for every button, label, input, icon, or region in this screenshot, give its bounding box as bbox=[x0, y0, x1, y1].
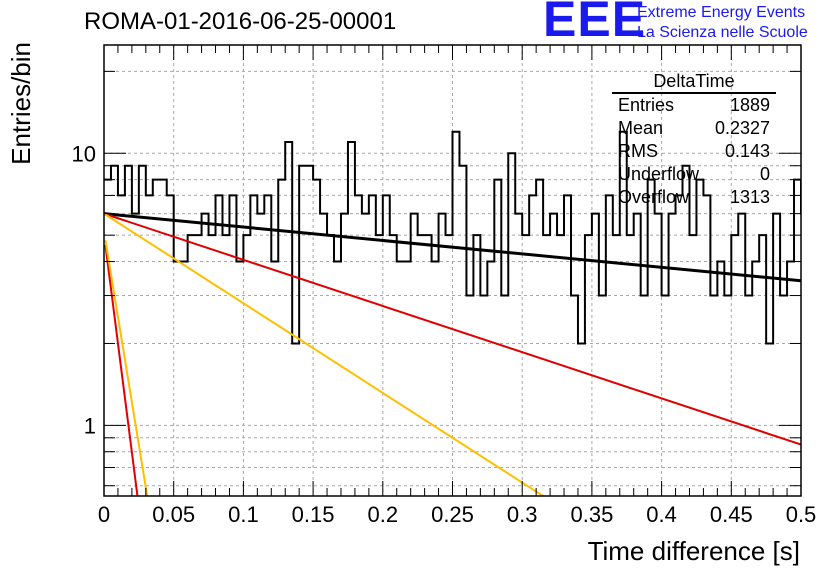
fit-line-2 bbox=[104, 212, 801, 446]
stats-key: Entries bbox=[618, 95, 675, 115]
logo-tagline-2: La Scienza nelle Scuole bbox=[637, 24, 808, 41]
stats-value: 0 bbox=[759, 164, 770, 184]
x-tick-label: 0.45 bbox=[710, 502, 753, 527]
stats-value: 1889 bbox=[729, 95, 770, 115]
stats-key: Overflow bbox=[618, 187, 690, 207]
stats-title: DeltaTime bbox=[612, 70, 776, 94]
fit-line-4 bbox=[104, 244, 139, 496]
x-tick-label: 0.2 bbox=[368, 502, 399, 527]
stats-value: 0.143 bbox=[724, 141, 770, 161]
y-tick-label: 10 bbox=[72, 141, 96, 166]
fit-line-3 bbox=[104, 212, 544, 496]
stats-value: 1313 bbox=[729, 187, 770, 207]
x-tick-label: 0.4 bbox=[646, 502, 677, 527]
stats-row-underflow: Underflow 0 bbox=[612, 163, 776, 186]
stats-value: 0.2327 bbox=[714, 118, 770, 138]
stats-row-entries: Entries 1889 bbox=[612, 94, 776, 117]
y-axis-title: Entries/bin bbox=[6, 42, 36, 165]
stats-row-rms: RMS 0.143 bbox=[612, 140, 776, 163]
stats-key: RMS bbox=[618, 141, 658, 161]
stats-row-mean: Mean 0.2327 bbox=[612, 117, 776, 140]
stats-row-overflow: Overflow 1313 bbox=[612, 186, 776, 209]
x-tick-label: 0.5 bbox=[786, 502, 817, 527]
stats-box: DeltaTime Entries 1889 Mean 0.2327 RMS 0… bbox=[612, 70, 776, 209]
stats-key: Mean bbox=[618, 118, 664, 138]
x-tick-label: 0.15 bbox=[292, 502, 335, 527]
x-axis-title: Time difference [s] bbox=[588, 536, 800, 566]
stats-key: Underflow bbox=[618, 164, 700, 184]
chart-title: ROMA-01-2016-06-25-00001 bbox=[84, 8, 397, 35]
x-tick-label: 0.35 bbox=[570, 502, 613, 527]
x-tick-label: 0 bbox=[98, 502, 110, 527]
x-tick-label: 0.1 bbox=[228, 502, 259, 527]
x-tick-label: 0.25 bbox=[431, 502, 474, 527]
logo-tagline-1: Extreme Energy Events bbox=[637, 4, 806, 21]
x-tick-label: 0.05 bbox=[152, 502, 195, 527]
eee-logo: EEE bbox=[543, 0, 647, 47]
x-tick-label: 0.3 bbox=[507, 502, 538, 527]
fit-line-5 bbox=[104, 239, 149, 496]
y-tick-label: 1 bbox=[84, 413, 96, 438]
fit-line-1 bbox=[104, 212, 801, 283]
